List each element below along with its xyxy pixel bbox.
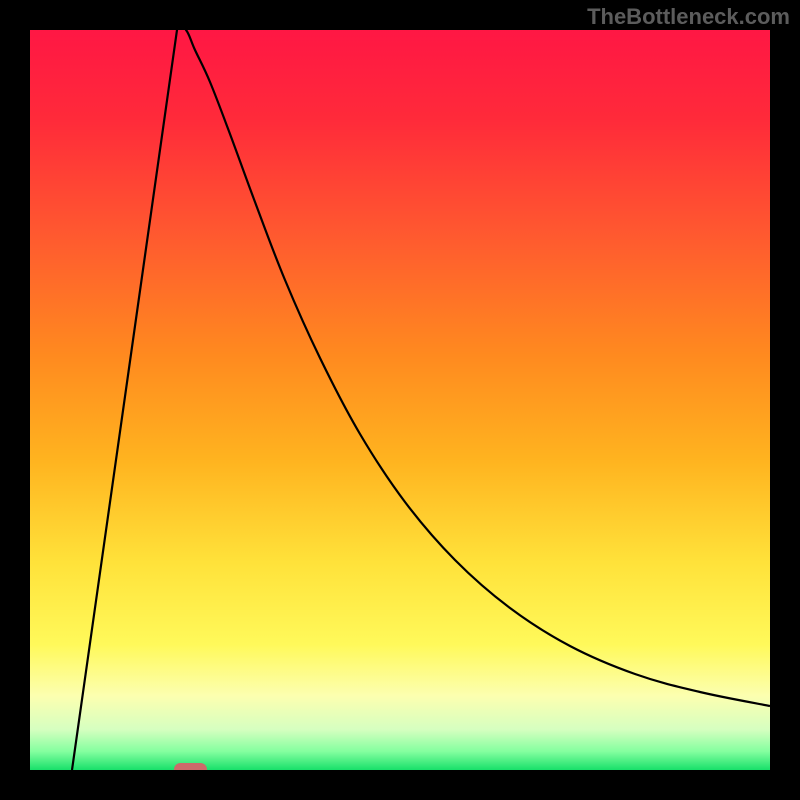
minimum-marker bbox=[174, 763, 207, 770]
watermark: TheBottleneck.com bbox=[587, 4, 790, 30]
chart-container: TheBottleneck.com bbox=[0, 0, 800, 800]
curve-layer bbox=[30, 30, 770, 770]
plot-area bbox=[30, 30, 770, 770]
bottleneck-curve bbox=[72, 30, 770, 770]
